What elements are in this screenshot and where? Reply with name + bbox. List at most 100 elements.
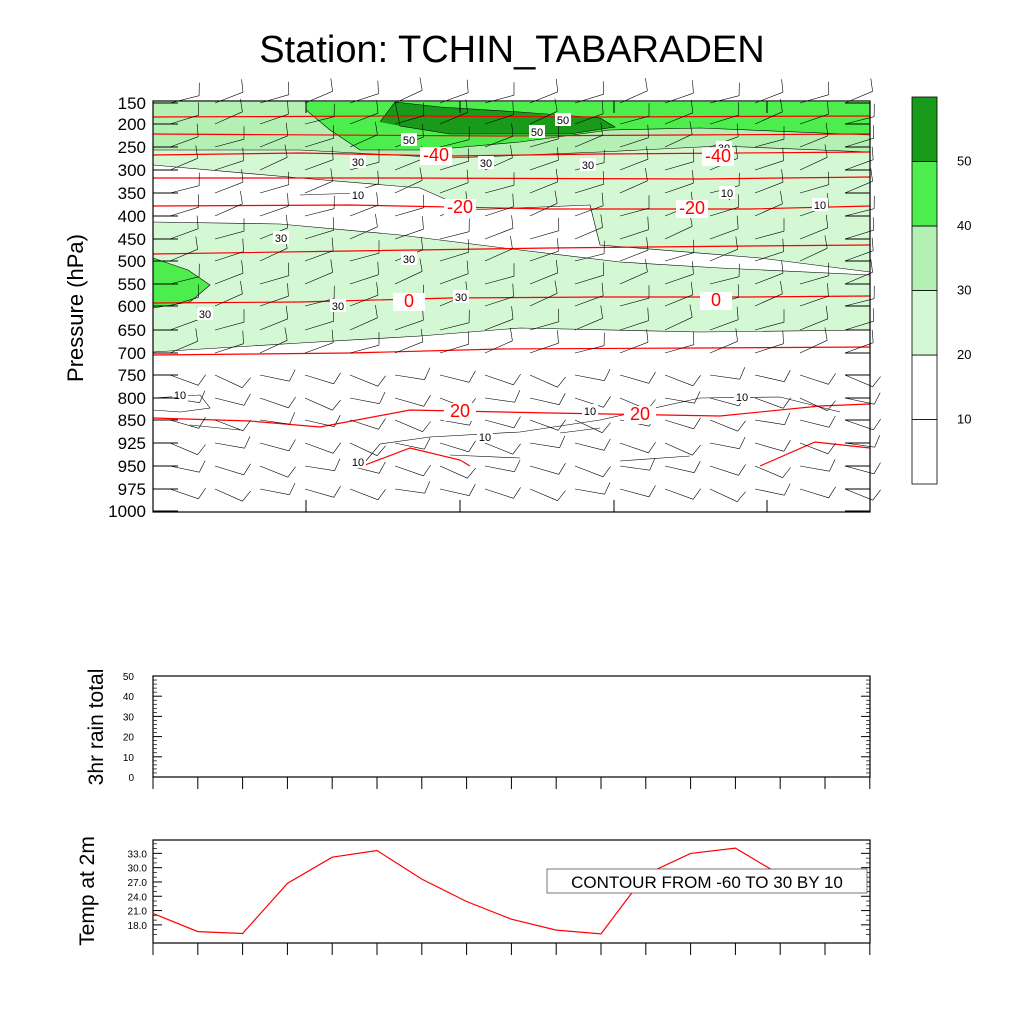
main-ytick-label: 300	[118, 161, 146, 180]
main-ytick-label: 800	[118, 389, 146, 408]
wind-speed-contour-label: 10	[721, 188, 733, 200]
wind-barb	[709, 236, 738, 262]
wind-barb	[664, 121, 693, 148]
wind-barb	[619, 146, 649, 171]
wind-barb	[844, 125, 874, 148]
rain-ytick-label: 30	[123, 712, 135, 723]
colorbar-swatch	[911, 225, 938, 291]
contour-label-bg	[702, 148, 734, 166]
wind-barb	[574, 122, 603, 148]
wind-barb	[664, 391, 701, 404]
wind-barb	[799, 373, 836, 385]
wind-barb	[214, 309, 245, 331]
wind-barb	[169, 442, 206, 455]
main-ytick-label: 650	[118, 321, 146, 340]
wind-barb	[799, 486, 836, 499]
wind-barb	[214, 169, 244, 194]
wind-barb	[574, 262, 604, 285]
wind-barb	[529, 238, 559, 262]
wind-barb	[844, 146, 874, 171]
wind-barb	[394, 437, 431, 450]
wind-barb	[754, 280, 783, 307]
wind-barb	[799, 397, 836, 411]
contour-label-bg	[529, 125, 545, 138]
wind-barb	[259, 81, 290, 104]
wind-barb	[349, 442, 386, 456]
wind-speed-contour-label: 10	[584, 406, 596, 418]
wind-barb	[799, 235, 828, 262]
wind-barb	[259, 193, 289, 217]
main-ytick-label: 750	[118, 366, 146, 385]
wind-barb	[214, 436, 251, 449]
wind-barb	[304, 285, 335, 307]
wind-barb	[574, 192, 604, 217]
wind-barb	[394, 194, 425, 217]
contour-label-bg	[582, 404, 598, 417]
main-ylabel: Pressure (hPa)	[63, 234, 88, 382]
wind-barb	[574, 396, 611, 408]
temp2m-panel: 18.0 21.0 24.0 27.0 30.0 33.0 CONTOUR FROM -6…	[76, 836, 871, 955]
wind-barb	[394, 102, 425, 125]
wind-barb	[619, 195, 650, 217]
wind-barb	[259, 171, 290, 194]
wind-barb	[529, 125, 560, 148]
wind-barb	[754, 465, 791, 478]
main-ytick-label: 500	[118, 252, 146, 271]
wind-barb	[259, 144, 288, 171]
wind-fill-region	[153, 222, 870, 352]
wind-barb	[574, 438, 611, 451]
wind-barb	[529, 259, 559, 285]
figure-title: Station: TCHIN_TABARADEN	[259, 29, 764, 71]
temperature-contour-label: 20	[630, 404, 650, 424]
wind-barb	[439, 239, 469, 262]
wind-barb	[169, 236, 198, 262]
wind-barb	[709, 82, 740, 104]
wind-speed-contour-label: 30	[480, 158, 492, 170]
wind-barb	[754, 330, 784, 354]
main-ytick-label: 700	[118, 344, 146, 363]
wind-barb	[619, 77, 648, 104]
wind-barb	[709, 367, 746, 380]
wind-speed-contour-label: 30	[352, 157, 364, 169]
colorbar: 10 20 30 40 50	[911, 96, 971, 485]
wind-barb	[754, 440, 791, 452]
wind-barb	[484, 101, 514, 125]
wind-barb	[664, 239, 695, 262]
wind-barb	[349, 332, 380, 354]
wind-barb	[349, 80, 379, 104]
wind-speed-contour-label: 50	[403, 135, 415, 147]
wind-barb	[214, 488, 251, 502]
wind-speed-contour-label: 30	[403, 254, 415, 266]
wind-barb	[214, 218, 245, 240]
wind-barb	[619, 329, 649, 354]
wind-barb	[574, 419, 611, 433]
wind-barb	[349, 282, 379, 307]
colorbar-label: 50	[957, 154, 971, 169]
temperature-contour-line	[152, 403, 871, 428]
wind-speed-contour-label: 30	[582, 160, 594, 172]
wind-barb	[304, 372, 341, 385]
wind-barb	[619, 285, 650, 307]
wind-barb	[754, 412, 791, 425]
wind-barb	[169, 374, 206, 386]
wind-barb	[529, 308, 560, 331]
wind-barb	[304, 125, 334, 148]
contour-label-bg	[453, 290, 469, 303]
wind-barb	[574, 465, 611, 478]
wind-barb	[574, 305, 603, 331]
wind-barb	[799, 305, 829, 331]
wind-barb	[304, 195, 335, 217]
wind-barb	[664, 261, 694, 285]
wind-barb	[529, 147, 559, 171]
wind-barb	[844, 217, 874, 240]
contour-label-bg	[350, 455, 366, 468]
wind-barb	[754, 218, 785, 240]
wind-barb	[439, 331, 469, 354]
colorbar-label: 20	[957, 347, 971, 362]
wind-barb	[619, 258, 648, 285]
wind-barb	[574, 171, 604, 194]
wind-speed-contour-label: 30	[199, 309, 211, 321]
wind-barb	[439, 484, 476, 496]
contour-label-bg	[444, 403, 476, 421]
wind-barb	[394, 481, 431, 494]
